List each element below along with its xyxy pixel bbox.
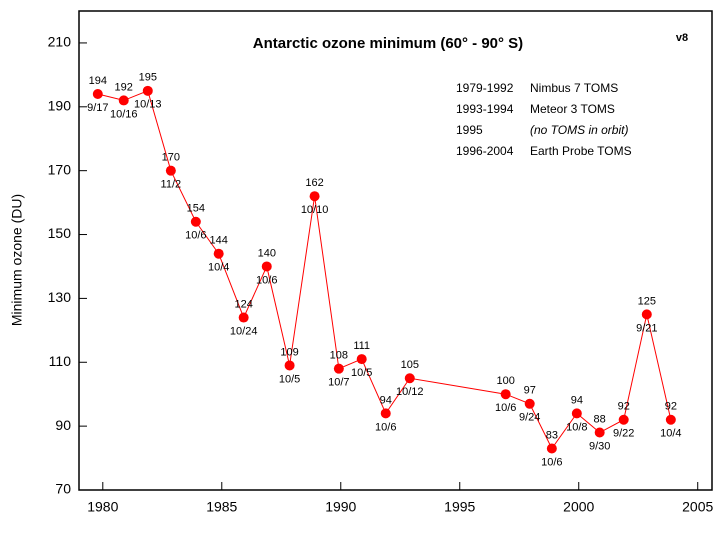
value-label: 92 bbox=[618, 401, 630, 413]
x-tick-label: 2000 bbox=[563, 499, 594, 515]
data-point bbox=[190, 216, 201, 227]
value-label: 192 bbox=[115, 81, 133, 93]
value-label: 108 bbox=[330, 350, 348, 362]
data-point bbox=[594, 427, 605, 438]
legend-period: 1979-1992 bbox=[456, 81, 514, 95]
data-point bbox=[142, 85, 153, 96]
y-tick-label: 150 bbox=[48, 225, 72, 241]
data-point bbox=[118, 95, 129, 106]
y-tick-label: 170 bbox=[48, 161, 72, 177]
date-label: 10/5 bbox=[351, 367, 372, 379]
date-label: 10/8 bbox=[566, 421, 587, 433]
x-tick-label: 1990 bbox=[325, 499, 356, 515]
date-label: 10/6 bbox=[541, 456, 562, 468]
data-point bbox=[213, 248, 224, 259]
date-label: 9/24 bbox=[519, 412, 540, 424]
data-point bbox=[641, 309, 652, 320]
date-label: 10/4 bbox=[208, 262, 229, 274]
date-label: 9/17 bbox=[87, 102, 108, 114]
y-tick-label: 190 bbox=[48, 98, 72, 114]
date-label: 11/2 bbox=[161, 179, 182, 191]
value-label: 83 bbox=[546, 429, 558, 441]
x-tick-label: 1995 bbox=[444, 499, 475, 515]
date-label: 9/30 bbox=[589, 440, 610, 452]
legend-text: Nimbus 7 TOMS bbox=[530, 81, 618, 95]
value-label: 124 bbox=[234, 298, 252, 310]
version-label: v8 bbox=[676, 32, 688, 44]
data-point bbox=[618, 414, 629, 425]
y-tick-label: 90 bbox=[55, 417, 71, 433]
value-label: 162 bbox=[305, 177, 323, 189]
date-label: 10/6 bbox=[375, 421, 396, 433]
data-point bbox=[524, 398, 535, 409]
y-tick-label: 210 bbox=[48, 34, 72, 50]
date-label: 10/7 bbox=[328, 377, 349, 389]
data-point bbox=[238, 312, 249, 323]
legend-period: 1996-2004 bbox=[456, 144, 514, 158]
data-line bbox=[97, 90, 672, 450]
value-label: 154 bbox=[187, 203, 205, 215]
value-label: 94 bbox=[571, 394, 583, 406]
y-tick-label: 110 bbox=[49, 353, 72, 369]
value-label: 125 bbox=[638, 295, 656, 307]
value-label: 140 bbox=[258, 247, 276, 259]
data-point bbox=[546, 443, 557, 454]
plot-frame bbox=[78, 10, 713, 491]
date-label: 10/16 bbox=[110, 108, 138, 120]
data-point bbox=[284, 360, 295, 371]
date-label: 9/22 bbox=[613, 428, 634, 440]
value-label: 88 bbox=[594, 413, 606, 425]
value-label: 109 bbox=[280, 346, 298, 358]
data-point bbox=[356, 354, 367, 365]
value-label: 144 bbox=[210, 235, 228, 247]
data-point bbox=[309, 191, 320, 202]
date-label: 10/4 bbox=[660, 428, 681, 440]
y-tick-label: 70 bbox=[55, 481, 71, 497]
y-tick-label: 130 bbox=[48, 289, 72, 305]
value-label: 195 bbox=[139, 72, 157, 84]
date-label: 9/21 bbox=[636, 322, 657, 334]
data-point bbox=[404, 373, 415, 384]
date-label: 10/24 bbox=[230, 325, 258, 337]
value-label: 97 bbox=[524, 385, 536, 397]
value-label: 194 bbox=[89, 75, 107, 87]
legend-period: 1993-1994 bbox=[456, 102, 514, 116]
date-label: 10/5 bbox=[279, 373, 300, 385]
value-label: 170 bbox=[162, 152, 180, 164]
date-label: 10/6 bbox=[185, 230, 206, 242]
data-point bbox=[571, 408, 582, 419]
x-tick-label: 1980 bbox=[87, 499, 118, 515]
date-label: 10/6 bbox=[256, 274, 277, 286]
data-point bbox=[92, 89, 103, 100]
legend-text: Meteor 3 TOMS bbox=[530, 102, 615, 116]
y-axis-label: Minimum ozone (DU) bbox=[9, 194, 25, 326]
chart-title: Antarctic ozone minimum (60° - 90° S) bbox=[253, 35, 523, 52]
data-point bbox=[380, 408, 391, 419]
legend-text: (no TOMS in orbit) bbox=[530, 123, 628, 137]
value-label: 94 bbox=[380, 394, 392, 406]
legend-period: 1995 bbox=[456, 123, 483, 137]
value-label: 100 bbox=[497, 375, 515, 387]
data-point bbox=[333, 363, 344, 374]
date-label: 10/13 bbox=[134, 99, 162, 111]
data-point bbox=[500, 389, 511, 400]
x-tick-label: 1985 bbox=[206, 499, 237, 515]
x-tick-label: 2005 bbox=[682, 499, 713, 515]
data-point bbox=[165, 165, 176, 176]
legend-text: Earth Probe TOMS bbox=[530, 144, 632, 158]
data-point bbox=[665, 414, 676, 425]
data-point bbox=[261, 261, 272, 272]
date-label: 10/6 bbox=[495, 402, 516, 414]
value-label: 111 bbox=[353, 340, 370, 352]
date-label: 10/10 bbox=[301, 204, 329, 216]
value-label: 92 bbox=[665, 401, 677, 413]
value-label: 105 bbox=[401, 359, 419, 371]
date-label: 10/12 bbox=[396, 386, 424, 398]
